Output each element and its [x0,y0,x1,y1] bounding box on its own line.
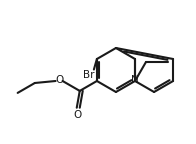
Text: O: O [74,110,82,120]
Text: Br: Br [83,70,95,80]
Text: N: N [131,75,139,85]
Text: O: O [55,75,64,85]
